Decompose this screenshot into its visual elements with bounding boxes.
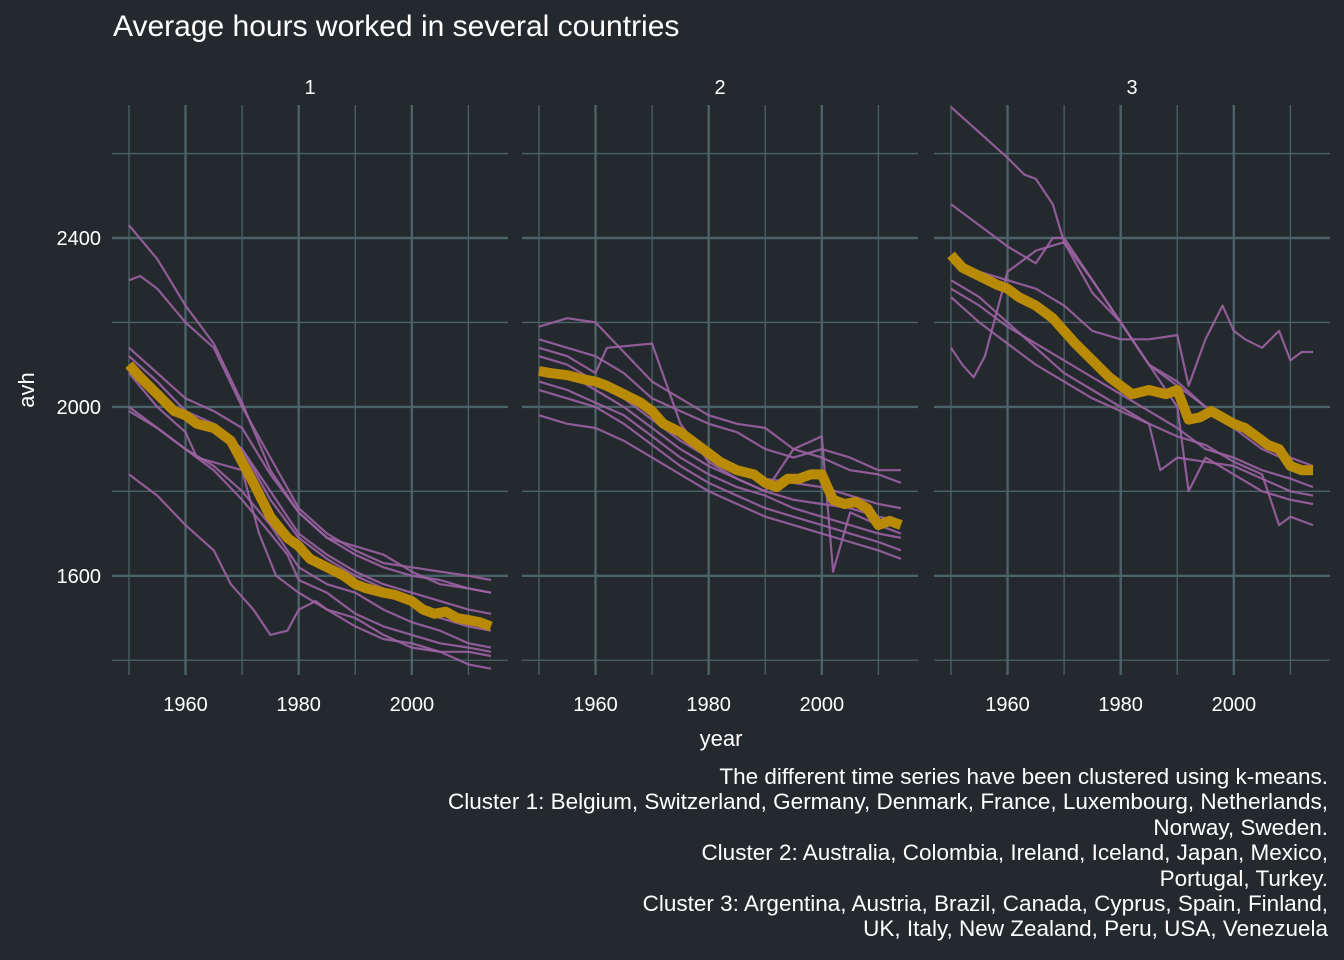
series-line xyxy=(128,274,492,582)
series-line xyxy=(128,346,492,594)
caption-line: Cluster 1: Belgium, Switzerland, Germany… xyxy=(448,789,1328,815)
y-tick-label: 1600 xyxy=(57,566,102,588)
series-line xyxy=(538,380,902,539)
cluster-mean-line xyxy=(538,366,903,531)
series-line xyxy=(950,296,1314,497)
series-line xyxy=(950,287,1314,489)
x-tick-label: 2000 xyxy=(390,694,435,716)
caption-line: Cluster 3: Argentina, Austria, Brazil, C… xyxy=(642,891,1328,917)
series-line xyxy=(538,367,902,522)
series-line xyxy=(538,414,902,560)
x-tick-label: 2000 xyxy=(1212,694,1257,716)
series-line xyxy=(538,338,901,472)
caption-line: Norway, Sweden. xyxy=(1153,814,1328,840)
caption-line: Portugal, Turkey. xyxy=(1159,865,1328,891)
series-line xyxy=(128,372,492,658)
x-tick-label: 1960 xyxy=(985,694,1030,716)
caption-line: UK, Italy, New Zealand, Peru, USA, Venez… xyxy=(863,916,1328,942)
facet-label: 2 xyxy=(714,77,725,99)
cluster-mean-line xyxy=(125,361,493,632)
series-line xyxy=(538,317,902,484)
chart-caption: The different time series have been clus… xyxy=(328,764,1328,942)
series-line xyxy=(538,342,902,573)
x-tick-label: 1980 xyxy=(276,694,321,716)
facet-label: 1 xyxy=(304,77,315,99)
caption-line: The different time series have been clus… xyxy=(719,764,1328,789)
series-line xyxy=(950,258,1313,387)
cluster-mean-line xyxy=(947,251,1313,476)
x-tick-label: 1960 xyxy=(163,694,208,716)
x-tick-label: 1960 xyxy=(573,694,618,716)
caption-line: Cluster 2: Australia, Colombia, Ireland,… xyxy=(701,840,1328,866)
x-tick-label: 1980 xyxy=(686,694,731,716)
x-tick-label: 2000 xyxy=(800,694,845,716)
y-tick-label: 2400 xyxy=(57,228,102,250)
x-tick-label: 1980 xyxy=(1098,694,1143,716)
series-line xyxy=(128,363,492,632)
series-line xyxy=(950,203,1314,468)
chart-title: Average hours worked in several countrie… xyxy=(113,10,680,43)
x-axis-title: year xyxy=(700,726,743,751)
series-line xyxy=(950,241,1314,506)
y-tick-label: 2000 xyxy=(57,397,102,419)
series-line xyxy=(128,473,492,670)
series-line xyxy=(128,410,492,653)
facet-label: 3 xyxy=(1126,77,1137,99)
y-axis-title: avh xyxy=(14,372,39,407)
